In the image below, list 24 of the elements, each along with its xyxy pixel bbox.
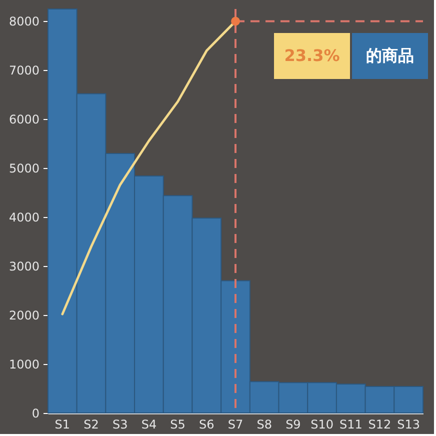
x-tick-label: S2 xyxy=(84,418,99,432)
y-tick-label: 3000 xyxy=(8,260,40,274)
x-tick-label: S11 xyxy=(339,418,362,432)
y-tick-label: 2000 xyxy=(8,308,40,323)
x-tick-label: S3 xyxy=(112,418,128,432)
y-tick-label: 7000 xyxy=(8,64,40,78)
x-tick-label: S9 xyxy=(286,418,301,432)
x-tick-label: S4 xyxy=(141,418,157,432)
annotation: 的商品 xyxy=(366,46,414,65)
annotation: 23.3% xyxy=(284,46,340,65)
x-tick-label: S10 xyxy=(310,418,334,432)
x-tick-label: S12 xyxy=(368,418,392,432)
x-tick-label: S8 xyxy=(256,418,272,432)
x-tick-label: S1 xyxy=(54,418,70,432)
y-tick-label: 1000 xyxy=(8,358,40,372)
x-tick-label: S7 xyxy=(228,418,244,432)
y-tick-label: 6000 xyxy=(8,112,40,127)
y-tick-label: 4000 xyxy=(8,210,40,225)
x-tick-label: S13 xyxy=(397,418,420,432)
x-tick-label: S5 xyxy=(170,418,186,432)
y-tick-label: 5000 xyxy=(8,162,40,176)
y-tick-label: 0 xyxy=(32,406,40,420)
y-tick-label: 8000 xyxy=(8,14,40,29)
x-tick-label: S6 xyxy=(199,418,214,432)
